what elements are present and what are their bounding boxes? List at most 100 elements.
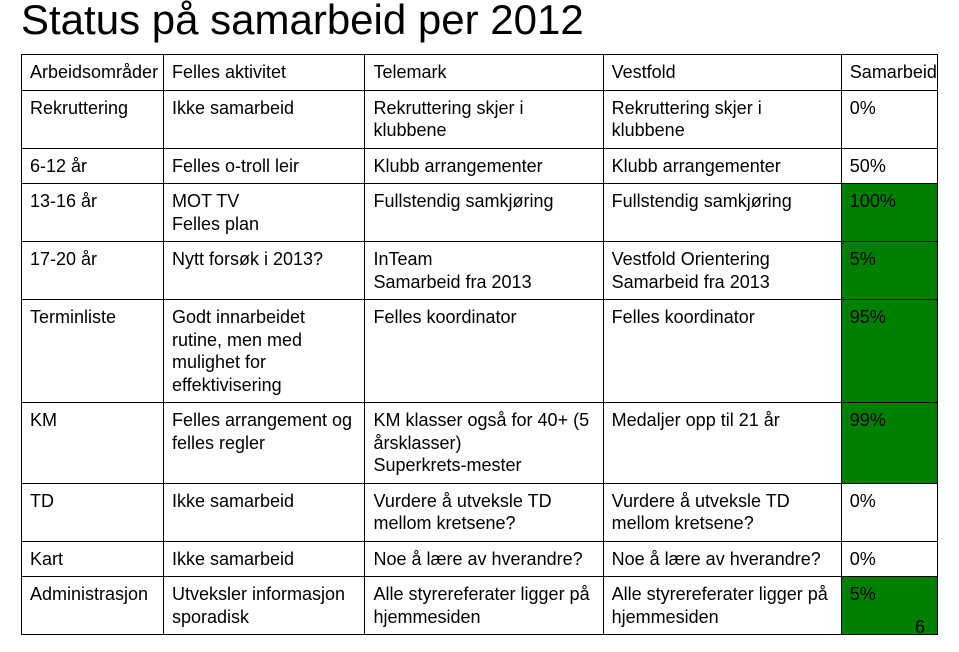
cell-line: Rekruttering skjer i klubbene — [612, 97, 833, 142]
page-title: Status på samarbeid per 2012 — [21, 0, 938, 44]
cell-line: 0% — [850, 490, 929, 513]
cell-line: InTeam — [373, 248, 594, 271]
cell-line: Rekruttering — [30, 97, 155, 120]
table-cell: Ikke samarbeid — [163, 90, 365, 148]
table-cell: Rekruttering — [22, 90, 164, 148]
cell-line: Klubb arrangementer — [612, 155, 833, 178]
table-cell: 17-20 år — [22, 242, 164, 300]
table-row: Administrasjon Utveksler informasjon spor… — [22, 577, 938, 635]
cell-line: KM — [30, 409, 155, 432]
table-cell: Felles arrangement og felles regler — [163, 403, 365, 484]
cell-line: Medaljer opp til 21 år — [612, 409, 833, 432]
table-cell: Terminliste — [22, 300, 164, 403]
cell-line: Samarbeid fra 2013 — [612, 271, 833, 294]
table-cell: Klubb arrangementer — [603, 148, 841, 184]
table-cell: Ikke samarbeid — [163, 483, 365, 541]
cell-line: Terminliste — [30, 306, 155, 329]
table-row: 13-16 år MOT TVFelles plan Fullstendig sam… — [22, 184, 938, 242]
table-cell: 99% — [841, 403, 937, 484]
cell-line: Kart — [30, 548, 155, 571]
cell-line: Rekruttering skjer i klubbene — [373, 97, 594, 142]
cell-line: Fullstendig samkjøring — [373, 190, 594, 213]
table-cell: Godt innarbeidet rutine, men med mulighe… — [163, 300, 365, 403]
table-cell: MOT TVFelles plan — [163, 184, 365, 242]
col-header: Samarbeid — [841, 55, 937, 91]
table-cell: Vurdere å utveksle TD mellom kretsene? — [603, 483, 841, 541]
cell-line: Vurdere å utveksle TD mellom kretsene? — [612, 490, 833, 535]
table-cell: Felles koordinator — [365, 300, 603, 403]
cell-line: Ikke samarbeid — [172, 548, 357, 571]
cell-line: 17-20 år — [30, 248, 155, 271]
table-row: Terminliste Godt innarbeidet rutine, men … — [22, 300, 938, 403]
cell-line: KM klasser også for 40+ (5 årsklasser) — [373, 409, 594, 454]
cell-line: Felles o-troll leir — [172, 155, 357, 178]
table-cell: Medaljer opp til 21 år — [603, 403, 841, 484]
status-table: Arbeidsområder Felles aktivitet Telemark… — [21, 54, 938, 635]
table-cell: 0% — [841, 483, 937, 541]
table-cell: Vurdere å utveksle TD mellom kretsene? — [365, 483, 603, 541]
table-header-row: Arbeidsområder Felles aktivitet Telemark… — [22, 55, 938, 91]
cell-line: Felles plan — [172, 213, 357, 236]
col-header: Vestfold — [603, 55, 841, 91]
table-cell: 0% — [841, 90, 937, 148]
cell-line: Noe å lære av hverandre? — [612, 548, 833, 571]
cell-line: 99% — [850, 409, 929, 432]
cell-line: 50% — [850, 155, 929, 178]
table-row: KM Felles arrangement og felles reglerKM … — [22, 403, 938, 484]
cell-line: 0% — [850, 548, 929, 571]
table-row: 17-20 årNytt forsøk i 2013?InTeamSamarbe… — [22, 242, 938, 300]
table-cell: Rekruttering skjer i klubbene — [603, 90, 841, 148]
col-header: Telemark — [365, 55, 603, 91]
table-cell: Noe å lære av hverandre? — [603, 541, 841, 577]
cell-line: 0% — [850, 97, 929, 120]
table-cell: 50% — [841, 148, 937, 184]
cell-line: Utveksler informasjon sporadisk — [172, 583, 357, 628]
table-cell: Ikke samarbeid — [163, 541, 365, 577]
table-cell: Felles koordinator — [603, 300, 841, 403]
cell-line: Noe å lære av hverandre? — [373, 548, 594, 571]
col-header: Arbeidsområder — [22, 55, 164, 91]
cell-line: Felles koordinator — [612, 306, 833, 329]
table-cell: 13-16 år — [22, 184, 164, 242]
table-row: Rekruttering Ikke samarbeid Rekruttering s… — [22, 90, 938, 148]
table-cell: Rekruttering skjer i klubbene — [365, 90, 603, 148]
table-cell: Vestfold OrienteringSamarbeid fra 2013 — [603, 242, 841, 300]
col-header: Felles aktivitet — [163, 55, 365, 91]
table-cell: InTeamSamarbeid fra 2013 — [365, 242, 603, 300]
cell-line: Samarbeid fra 2013 — [373, 271, 594, 294]
table-cell: Felles o-troll leir — [163, 148, 365, 184]
cell-line: Ikke samarbeid — [172, 490, 357, 513]
table-cell: 95% — [841, 300, 937, 403]
cell-line: Alle styrereferater ligger på hjemmeside… — [612, 583, 833, 628]
cell-line: Nytt forsøk i 2013? — [172, 248, 357, 271]
cell-line: 5% — [850, 248, 929, 271]
table-row: 6-12 år Felles o-troll leir Klubb arrangem… — [22, 148, 938, 184]
table-cell: Fullstendig samkjøring — [365, 184, 603, 242]
page-number: 6 — [915, 617, 925, 638]
cell-line: 5% — [850, 583, 929, 606]
cell-line: 6-12 år — [30, 155, 155, 178]
table-cell: KM klasser også for 40+ (5 årsklasser)Su… — [365, 403, 603, 484]
cell-line: Vurdere å utveksle TD mellom kretsene? — [373, 490, 594, 535]
table-cell: Alle styrereferater ligger på hjemmeside… — [603, 577, 841, 635]
table-cell: 5% — [841, 242, 937, 300]
cell-line: Vestfold Orientering — [612, 248, 833, 271]
cell-line: Felles koordinator — [373, 306, 594, 329]
cell-line: Superkrets-mester — [373, 454, 594, 477]
cell-line: Fullstendig samkjøring — [612, 190, 833, 213]
cell-line: Godt innarbeidet rutine, men med mulighe… — [172, 306, 357, 396]
cell-line: 13-16 år — [30, 190, 155, 213]
table-cell: 6-12 år — [22, 148, 164, 184]
table-cell: Utveksler informasjon sporadisk — [163, 577, 365, 635]
cell-line: TD — [30, 490, 155, 513]
table-row: TD Ikke samarbeid Vurdere å utveksle TD me… — [22, 483, 938, 541]
cell-line: Alle styrereferater ligger på hjemmeside… — [373, 583, 594, 628]
cell-line: MOT TV — [172, 190, 357, 213]
table-row: Kart Ikke samarbeid Noe å lære av hverandr… — [22, 541, 938, 577]
cell-line: Administrasjon — [30, 583, 155, 606]
table-cell: Kart — [22, 541, 164, 577]
table-cell: 0% — [841, 541, 937, 577]
cell-line: Ikke samarbeid — [172, 97, 357, 120]
table-cell: Nytt forsøk i 2013? — [163, 242, 365, 300]
table-cell: TD — [22, 483, 164, 541]
